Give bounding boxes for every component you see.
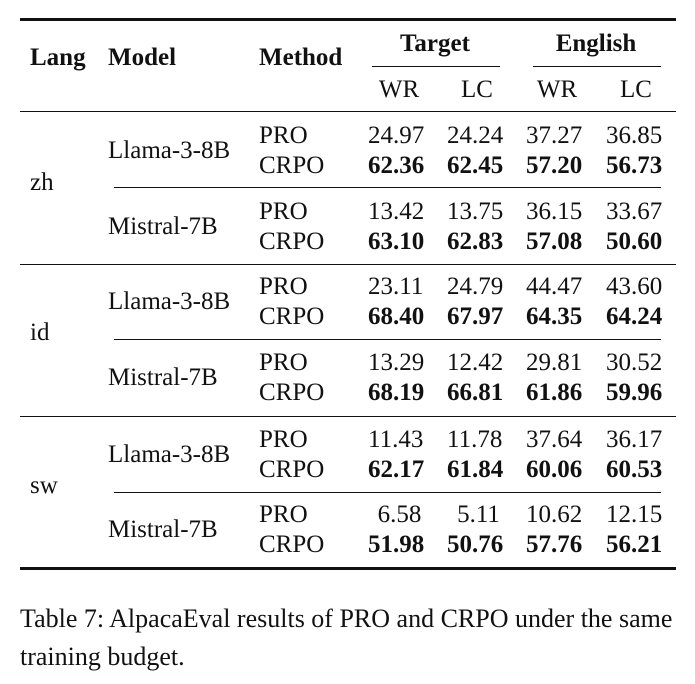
model-separator	[114, 492, 661, 493]
value-cell: 10.62	[526, 501, 583, 528]
value-cell: 13.75	[447, 198, 504, 225]
value-cell: 30.52	[606, 349, 663, 376]
model-separator	[114, 339, 661, 340]
model-label: Llama-3-8B	[108, 441, 231, 468]
value-cell-best: 62.45	[447, 152, 504, 179]
value-cell: 12.42	[447, 349, 504, 376]
method-cell: CRPO	[259, 303, 325, 330]
value-cell-best: 51.98	[368, 531, 425, 558]
value-cell: 24.79	[447, 273, 504, 300]
header-model: Model	[108, 44, 177, 71]
value-cell-best: 62.83	[447, 228, 504, 255]
value-cell-best: 57.08	[526, 228, 583, 255]
model-label: Mistral-7B	[108, 364, 218, 391]
value-cell-best: 62.17	[368, 456, 425, 483]
method-cell: CRPO	[259, 228, 325, 255]
model-separator	[114, 187, 661, 188]
value-cell-best: 60.53	[606, 456, 663, 483]
value-cell-best: 61.86	[526, 379, 583, 406]
subheader-target-wr: WR	[378, 76, 420, 103]
subheader-english-lc: LC	[620, 76, 652, 103]
value-cell-best: 68.19	[368, 379, 425, 406]
method-cell: PRO	[259, 426, 308, 453]
method-cell: PRO	[259, 349, 308, 376]
value-cell: 36.85	[606, 122, 663, 149]
value-cell: 13.42	[368, 198, 425, 225]
subheader-english-wr: WR	[536, 76, 578, 103]
value-cell: 29.81	[526, 349, 583, 376]
method-cell: PRO	[259, 122, 308, 149]
value-cell: 37.64	[526, 426, 583, 453]
value-cell: 24.24	[447, 122, 504, 149]
value-cell: 36.15	[526, 198, 583, 225]
model-label: Llama-3-8B	[108, 137, 231, 164]
group-separator	[20, 264, 676, 265]
value-cell: 12.15	[606, 501, 663, 528]
target-group-rule	[372, 66, 500, 67]
value-cell: 37.27	[526, 122, 583, 149]
model-label: Mistral-7B	[108, 213, 218, 240]
subheader-target-lc: LC	[461, 76, 493, 103]
value-cell-best: 57.76	[526, 531, 583, 558]
value-cell-best: 57.20	[526, 152, 583, 179]
value-cell-best: 64.24	[606, 303, 663, 330]
value-cell-best: 62.36	[368, 152, 425, 179]
group-separator	[20, 416, 676, 417]
method-cell: PRO	[259, 198, 308, 225]
value-cell-best: 63.10	[368, 228, 425, 255]
header-group-english: English	[555, 30, 637, 57]
value-cell: 24.97	[368, 122, 425, 149]
value-cell-best: 56.21	[606, 531, 663, 558]
lang-label: sw	[30, 472, 58, 499]
value-cell-best: 59.96	[606, 379, 663, 406]
value-cell: 13.29	[368, 349, 425, 376]
value-cell: 23.11	[368, 273, 424, 300]
bottom-rule	[20, 567, 676, 570]
value-cell-best: 50.76	[447, 531, 504, 558]
lang-label: id	[30, 319, 50, 346]
value-cell: 5.11	[457, 501, 500, 528]
model-label: Mistral-7B	[108, 516, 218, 543]
method-cell: PRO	[259, 273, 308, 300]
value-cell-best: 64.35	[526, 303, 583, 330]
method-cell: CRPO	[259, 152, 325, 179]
value-cell: 6.58	[377, 501, 422, 528]
method-cell: CRPO	[259, 531, 325, 558]
value-cell-best: 60.06	[526, 456, 583, 483]
value-cell: 11.43	[368, 426, 424, 453]
value-cell-best: 66.81	[447, 379, 504, 406]
value-cell-best: 68.40	[368, 303, 425, 330]
value-cell: 44.47	[526, 273, 583, 300]
top-rule	[20, 18, 676, 21]
value-cell: 36.17	[606, 426, 663, 453]
value-cell: 43.60	[606, 273, 663, 300]
lang-label: zh	[30, 169, 54, 196]
method-cell: PRO	[259, 501, 308, 528]
header-group-target: Target	[400, 30, 470, 57]
header-lang: Lang	[30, 44, 86, 71]
value-cell-best: 61.84	[447, 456, 504, 483]
method-cell: CRPO	[259, 456, 325, 483]
header-method: Method	[259, 44, 343, 71]
table-caption: Table 7: AlpacaEval results of PRO and C…	[20, 604, 673, 671]
value-cell-best: 50.60	[606, 228, 663, 255]
model-label: Llama-3-8B	[108, 288, 231, 315]
value-cell: 11.78	[447, 426, 503, 453]
value-cell: 33.67	[606, 198, 663, 225]
english-group-rule	[533, 66, 661, 67]
value-cell-best: 56.73	[606, 152, 663, 179]
value-cell-best: 67.97	[447, 303, 504, 330]
method-cell: CRPO	[259, 379, 325, 406]
header-rule	[20, 111, 676, 112]
